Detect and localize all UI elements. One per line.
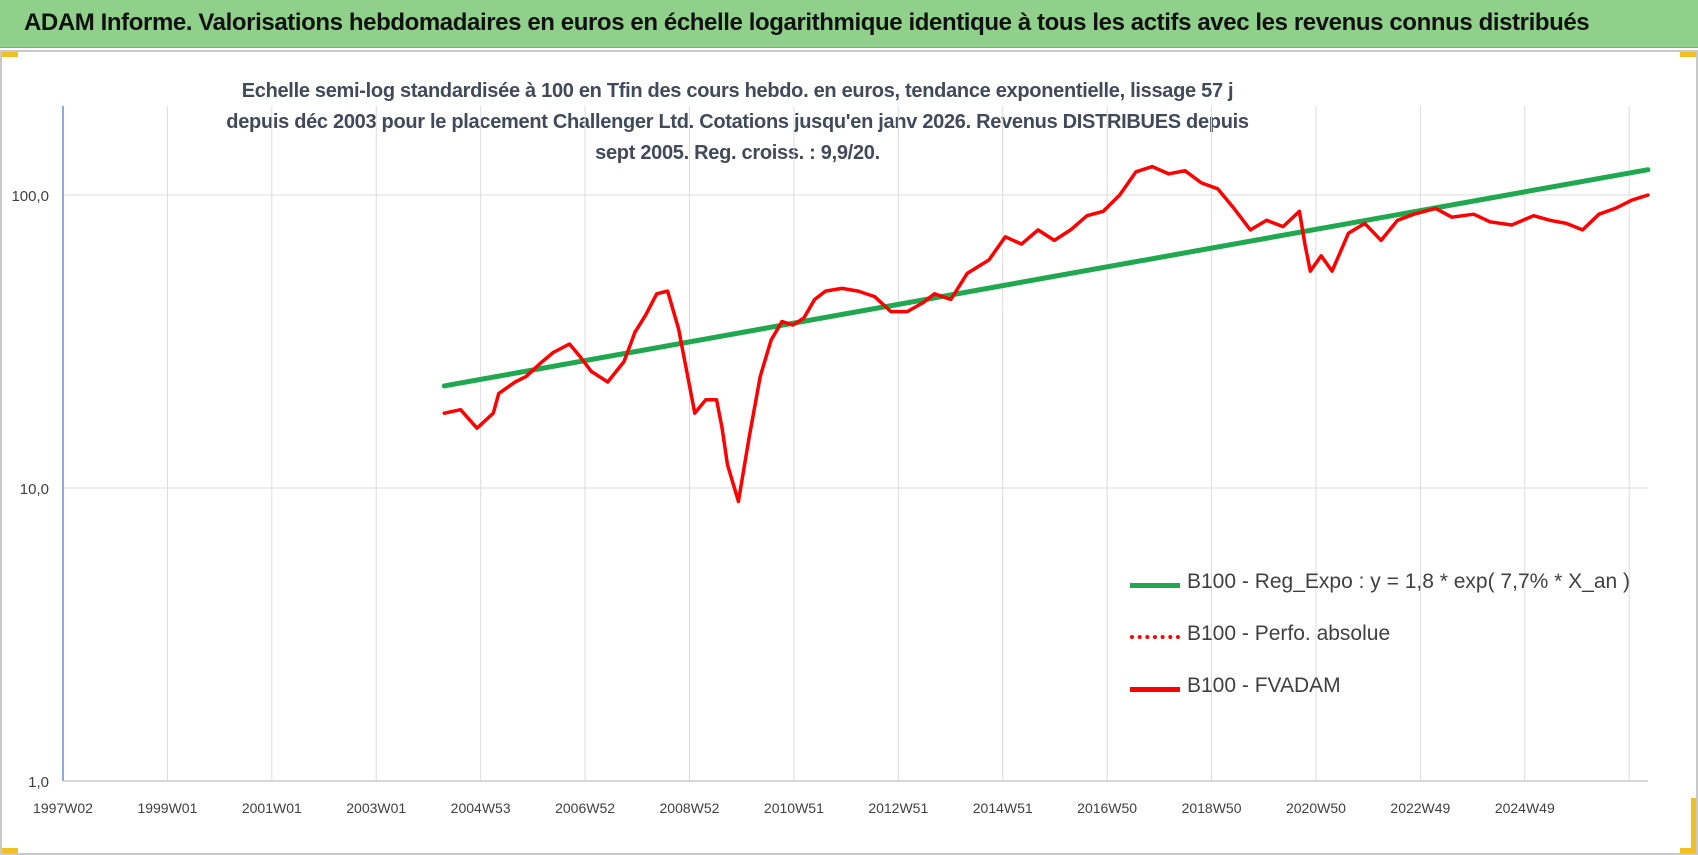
legend-label-fvadam: B100 - FVADAM <box>1187 674 1341 697</box>
legend-swatch-fvadam <box>1130 687 1180 692</box>
y-tick-label: 100,0 <box>11 188 49 205</box>
x-tick-label: 2014W51 <box>973 800 1033 816</box>
x-tick-label: 2008W52 <box>660 800 720 816</box>
y-tick-label: 1,0 <box>28 774 49 791</box>
x-tick-label: 2020W50 <box>1286 800 1346 816</box>
header-banner: ADAM Informe. Valorisations hebdomadaire… <box>0 0 1698 48</box>
y-tick-label: 10,0 <box>20 481 49 498</box>
x-tick-label: 2024W49 <box>1495 800 1555 816</box>
chart-frame <box>0 50 1698 855</box>
x-tick-label: 2018W50 <box>1182 800 1242 816</box>
x-tick-label: 2010W51 <box>764 800 824 816</box>
frame-corner-bottom-right <box>1680 848 1696 853</box>
series-line-0 <box>441 167 1651 389</box>
legend-label-perfo: B100 - Perfo. absolue <box>1187 622 1391 645</box>
legend-swatch-regression <box>1130 583 1180 588</box>
series-line-2 <box>442 164 1650 504</box>
x-tick-label: 2004W53 <box>451 800 511 816</box>
x-tick-label: 1999W01 <box>137 800 197 816</box>
chart-title: Echelle semi-log standardisée à 100 en T… <box>226 80 1249 164</box>
frame-corner-top-left <box>2 52 18 57</box>
legend-label-regression: B100 - Reg_Expo : y = 1,8 * exp( 7,7% * … <box>1187 570 1631 593</box>
legend-swatch-perfo <box>1130 635 1180 639</box>
x-tick-label: 2003W01 <box>346 800 406 816</box>
x-tick-label: 1997W02 <box>33 800 93 816</box>
x-tick-label: 2012W51 <box>868 800 928 816</box>
x-tick-label: 2006W52 <box>555 800 615 816</box>
frame-corner-bottom-left <box>2 848 18 853</box>
x-tick-label: 2022W49 <box>1390 800 1450 816</box>
x-tick-label: 2016W50 <box>1077 800 1137 816</box>
page-title: ADAM Informe. Valorisations hebdomadaire… <box>24 9 1590 36</box>
frame-corner-top-right <box>1680 52 1696 57</box>
frame-corner-bottom-right-vertical <box>1691 798 1696 853</box>
x-tick-label: 2001W01 <box>242 800 302 816</box>
